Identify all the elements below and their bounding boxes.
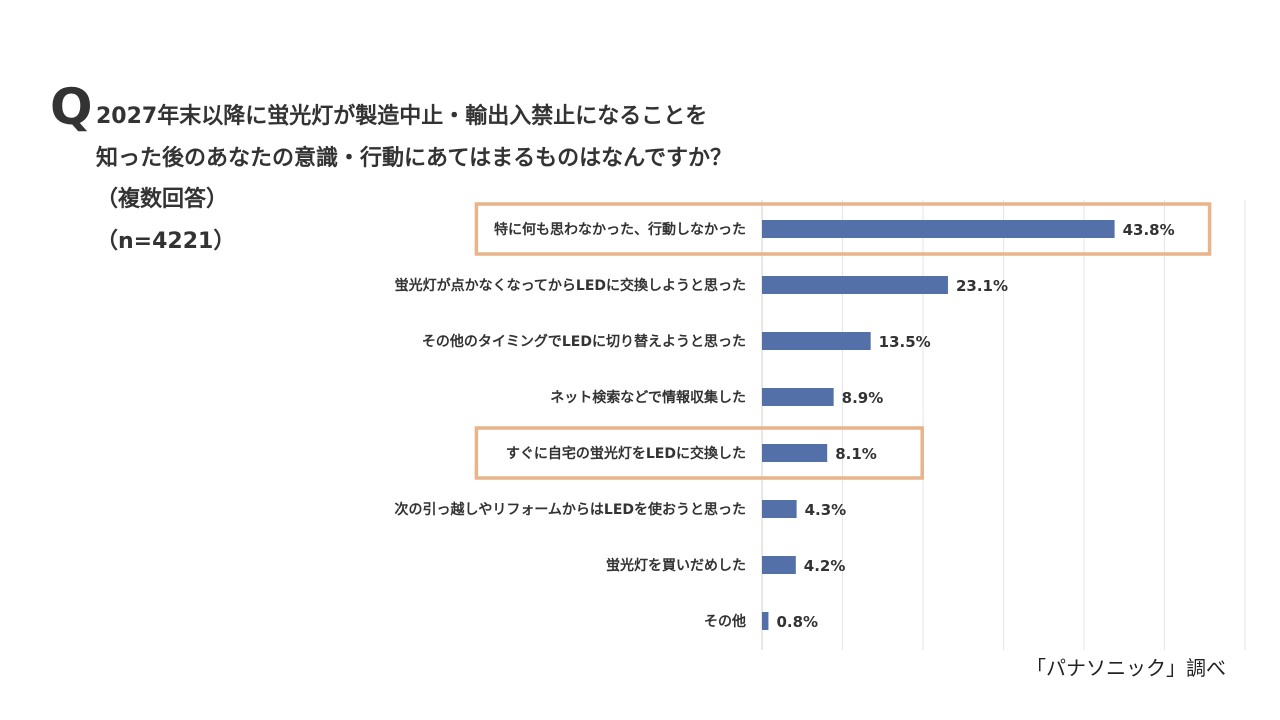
highlight-frame [474,202,1212,256]
value-label: 4.2% [804,557,846,575]
bar [762,276,948,294]
value-label: 0.8% [776,613,818,631]
value-label: 4.3% [805,501,847,519]
category-label: 次の引っ越しやリフォームからはLEDを使おうと思った [394,501,746,518]
bar [762,332,871,350]
category-label: 蛍光灯が点かなくなってからLEDに交換しようと思った [395,277,746,294]
bar [762,500,797,518]
category-label: ネット検索などで情報収集した [550,389,746,406]
category-label: すぐに自宅の蛍光灯をLEDに交換した [506,445,746,462]
category-label: 蛍光灯を買いだめした [606,557,746,574]
category-label: その他 [704,613,746,630]
category-label: その他のタイミングでLEDに切り替えようと思った [422,333,746,350]
value-label: 8.1% [835,445,877,463]
category-label: 特に何も思わなかった、行動しなかった [494,221,746,238]
value-label: 8.9% [842,389,884,407]
question-marker: Q [50,78,93,136]
question-note-multiple-answers: （複数回答） [96,187,229,212]
source-note: 「パナソニック」調べ [1026,656,1226,680]
bar [762,220,1115,238]
highlight-frame [474,426,924,480]
bar [762,444,828,462]
question-line-1: 2027年末以降に蛍光灯が製造中止・輸出入禁止になることを [96,104,708,129]
question-line-2: 知った後のあなたの意識・行動にあてはまるものはなんですか？ [96,146,733,171]
bar [762,388,834,406]
question-sample-size: （n=4221） [96,229,236,254]
bar [762,556,796,574]
value-label: 13.5% [879,333,931,351]
value-label: 23.1% [956,277,1008,295]
bar [762,612,769,630]
value-label: 43.8% [1123,221,1175,239]
